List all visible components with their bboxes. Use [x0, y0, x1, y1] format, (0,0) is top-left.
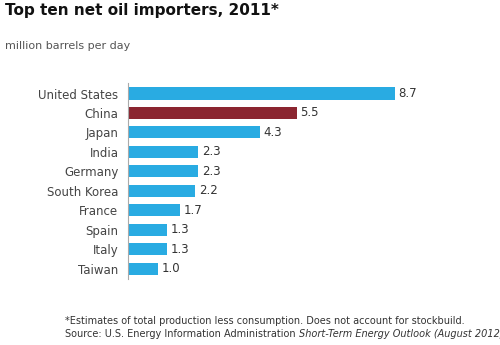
- Text: 4.3: 4.3: [264, 126, 282, 139]
- Text: 1.0: 1.0: [162, 262, 180, 275]
- Text: 2.3: 2.3: [202, 146, 220, 158]
- Text: *Estimates of total production less consumption. Does not account for stockbuild: *Estimates of total production less cons…: [65, 316, 464, 326]
- Bar: [128, 263, 158, 275]
- Bar: [128, 204, 180, 216]
- Text: 2.3: 2.3: [202, 165, 220, 178]
- Text: 5.5: 5.5: [300, 107, 319, 119]
- Text: 2.2: 2.2: [199, 184, 218, 197]
- Text: Short-Term Energy Outlook (August 2012): Short-Term Energy Outlook (August 2012): [299, 329, 500, 339]
- Bar: [128, 243, 168, 255]
- Text: million barrels per day: million barrels per day: [5, 41, 130, 51]
- Bar: [128, 185, 195, 197]
- Text: 8.7: 8.7: [398, 87, 417, 100]
- Text: Source: U.S. Energy Information Administration: Source: U.S. Energy Information Administ…: [65, 329, 299, 339]
- Bar: [128, 146, 198, 158]
- Text: 1.7: 1.7: [184, 204, 202, 217]
- Bar: [128, 126, 260, 138]
- Bar: [128, 88, 395, 100]
- Text: 1.3: 1.3: [171, 223, 190, 236]
- Bar: [128, 165, 198, 177]
- Text: 1.3: 1.3: [171, 243, 190, 256]
- Text: Top ten net oil importers, 2011*: Top ten net oil importers, 2011*: [5, 3, 279, 18]
- Bar: [128, 107, 296, 119]
- Bar: [128, 224, 168, 236]
